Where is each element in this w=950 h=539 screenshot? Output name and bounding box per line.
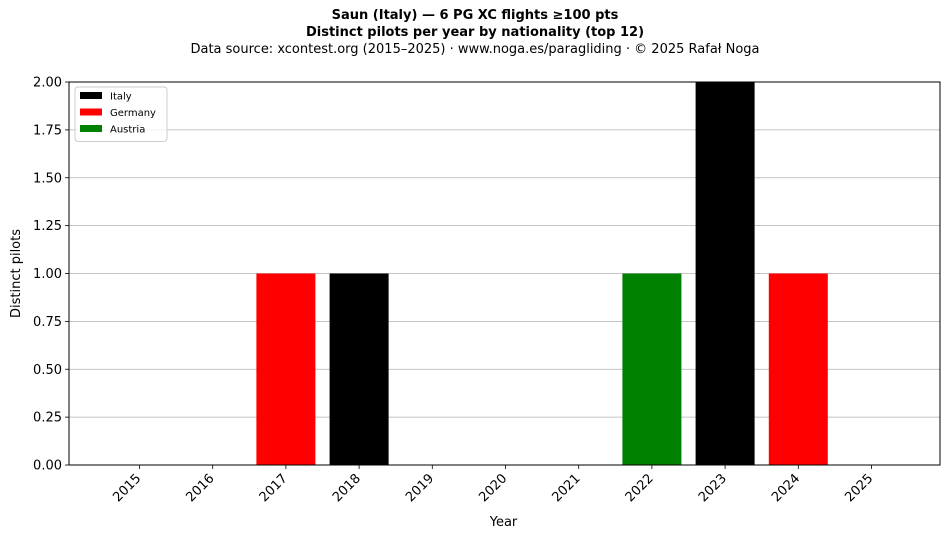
legend-swatch-austria <box>80 125 102 132</box>
legend-label-italy: Italy <box>110 92 132 103</box>
bar-germany-2017 <box>256 273 316 465</box>
x-tick-label: 2017 <box>257 471 291 505</box>
legend-label-germany: Germany <box>110 108 156 119</box>
bars <box>256 82 828 465</box>
y-axis-label: Distinct pilots <box>9 229 24 318</box>
bar-germany-2024 <box>768 273 828 465</box>
plot-frame <box>68 81 941 466</box>
x-tick-label: 2019 <box>403 471 437 505</box>
y-tick-label: 2.00 <box>33 76 62 91</box>
legend: Italy Germany Austria <box>74 86 168 142</box>
x-axis-label: Year <box>489 515 518 530</box>
bar-italy-2023 <box>695 82 755 465</box>
x-tick-label: 2016 <box>184 471 218 505</box>
y-tick-label: 0.25 <box>33 411 62 426</box>
x-tick-label: 2024 <box>769 471 803 505</box>
bar-italy-2018 <box>329 273 389 465</box>
x-tick-label: 2022 <box>623 471 657 505</box>
x-tick-label: 2015 <box>110 471 144 505</box>
chart-title: Saun (Italy) — 6 PG XC flights ≥100 pts <box>331 8 619 23</box>
y-tick-label: 0.00 <box>33 459 62 474</box>
y-tick-label: 1.75 <box>33 123 62 138</box>
y-tick-label: 1.25 <box>33 219 62 234</box>
x-tick-label: 2023 <box>696 471 730 505</box>
y-tick-label: 0.75 <box>33 315 62 330</box>
chart-subtitle: Distinct pilots per year by nationality … <box>305 25 645 40</box>
x-tick-label: 2025 <box>842 471 876 505</box>
x-tick-label: 2018 <box>330 471 364 505</box>
data-source-note: Data source: xcontest.org (2015–2025) · … <box>190 42 760 57</box>
x-tick-label: 2020 <box>476 471 510 505</box>
legend-swatch-italy <box>80 92 102 99</box>
bar-austria-2022 <box>622 273 682 465</box>
x-tick-label: 2021 <box>550 471 584 505</box>
y-tick-label: 1.50 <box>33 171 62 186</box>
legend-label-austria: Austria <box>110 125 145 136</box>
y-tick-label: 1.00 <box>33 267 62 282</box>
y-tick-label: 0.50 <box>33 363 62 378</box>
legend-swatch-germany <box>80 108 102 116</box>
